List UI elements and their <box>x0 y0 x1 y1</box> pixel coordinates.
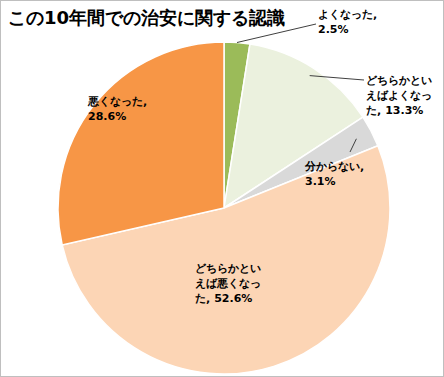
slice-label-line: た, <box>366 104 381 117</box>
data-label: 2.5% <box>318 23 349 36</box>
slice-label-line: どちらかとい <box>195 262 261 275</box>
slice-label-line: よくなった, <box>318 8 377 21</box>
chart-title: この10年間での治安に関する認識 <box>8 7 285 28</box>
data-label: 52.6% <box>214 292 252 305</box>
slice-label-line: た, <box>195 292 210 305</box>
slice-label: 分からない, <box>304 160 364 173</box>
slice-label-line: 悪くなった, <box>87 95 147 108</box>
leader-line <box>350 139 356 152</box>
slice-label: どちらかといえば悪くなった, <box>195 262 261 305</box>
pie <box>58 42 390 374</box>
slice-label-line: 分からない, <box>304 160 364 173</box>
chart-frame <box>1 1 444 377</box>
data-label: 3.1% <box>305 175 336 188</box>
slice-label: 悪くなった, <box>87 95 147 108</box>
slice-label: どちらかといえばよくなった, <box>366 74 432 117</box>
pie-slice <box>58 42 224 245</box>
leader-line <box>237 24 316 43</box>
slice-label-line: えば悪くなっ <box>195 277 261 290</box>
data-label: 13.3% <box>385 104 423 117</box>
chart: この10年間での治安に関する認識よくなった,2.5%どちらかといえばよくなった,… <box>0 0 444 377</box>
slice-label-line: どちらかとい <box>366 74 432 87</box>
slice-label-line: えばよくなっ <box>366 89 432 102</box>
slice-label: よくなった, <box>318 8 377 21</box>
leader-line <box>310 76 364 80</box>
data-label: 28.6% <box>88 110 126 123</box>
